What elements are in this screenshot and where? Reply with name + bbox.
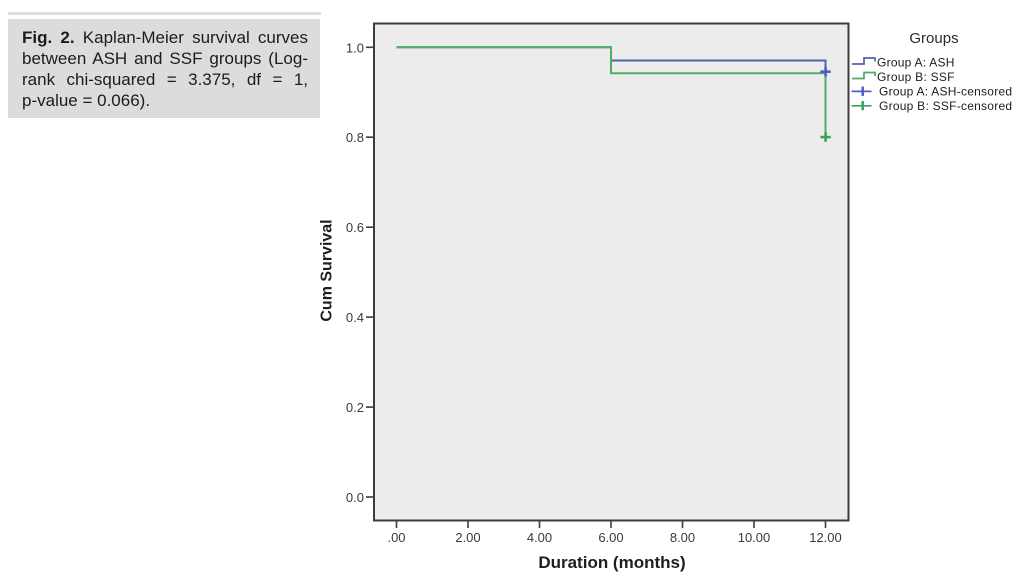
svg-text:0.6: 0.6 <box>346 220 364 235</box>
svg-text:6.00: 6.00 <box>598 530 623 545</box>
svg-text:Group A: ASH: Group A: ASH <box>877 56 955 70</box>
svg-text:8.00: 8.00 <box>670 530 695 545</box>
svg-text:12.00: 12.00 <box>809 530 842 545</box>
svg-text:0.2: 0.2 <box>346 400 364 415</box>
svg-text:2.00: 2.00 <box>455 530 480 545</box>
svg-text:.00: .00 <box>387 530 405 545</box>
svg-text:Groups: Groups <box>909 30 958 47</box>
svg-text:0.4: 0.4 <box>346 310 364 325</box>
svg-text:0.0: 0.0 <box>346 490 364 505</box>
svg-text:Group A: ASH-censored: Group A: ASH-censored <box>879 85 1012 99</box>
svg-text:Cum Survival: Cum Survival <box>319 219 336 321</box>
svg-text:Duration (months): Duration (months) <box>538 553 685 572</box>
svg-text:4.00: 4.00 <box>527 530 552 545</box>
svg-text:Group B: SSF-censored: Group B: SSF-censored <box>879 99 1012 113</box>
svg-text:1.0: 1.0 <box>346 40 364 55</box>
svg-text:10.00: 10.00 <box>738 530 771 545</box>
svg-text:Group B: SSF: Group B: SSF <box>877 70 955 84</box>
svg-text:0.8: 0.8 <box>346 130 364 145</box>
